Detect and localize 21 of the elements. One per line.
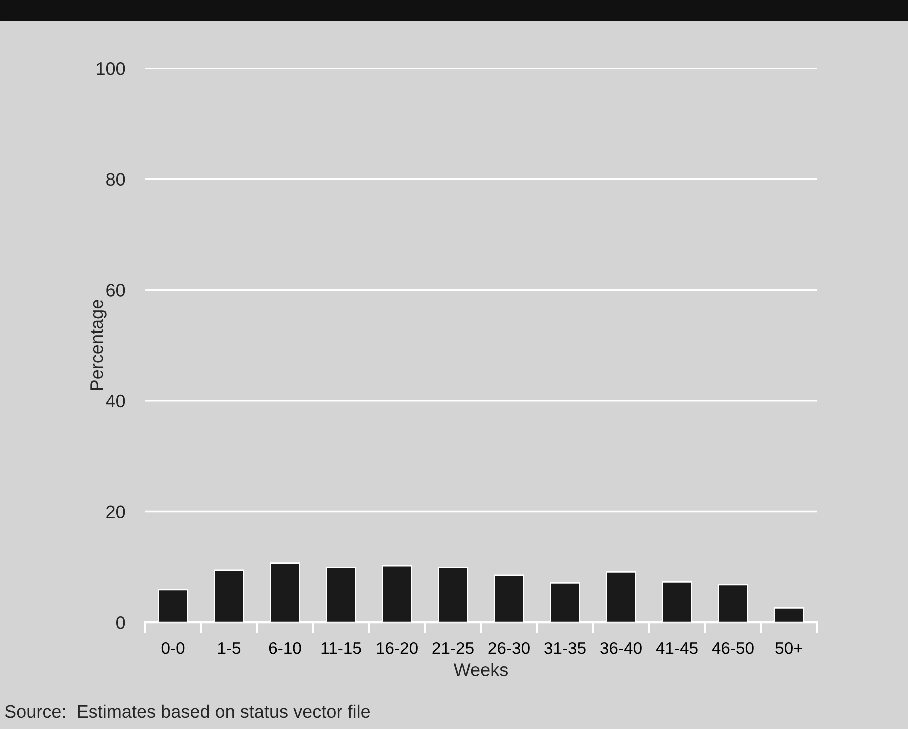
x-tick-label: 36-40 bbox=[600, 642, 642, 654]
y-axis-title: Percentage bbox=[90, 300, 107, 390]
x-tick-label: 21-25 bbox=[432, 642, 474, 654]
y-tick-label: 0 bbox=[116, 616, 126, 630]
x-tick-label: 0-0 bbox=[162, 642, 185, 654]
x-tick-label: 50+ bbox=[776, 642, 803, 654]
y-tick-label: 100 bbox=[97, 62, 126, 76]
x-tick-label: 31-35 bbox=[544, 642, 586, 654]
x-tick-label: 41-45 bbox=[656, 642, 698, 654]
x-tick-label: 11-15 bbox=[322, 642, 362, 654]
y-tick-label: 80 bbox=[106, 173, 126, 186]
y-tick-label: 60 bbox=[106, 284, 126, 297]
x-tick-label: 46-50 bbox=[712, 642, 754, 654]
source-note: Source: Estimates based on status vector file bbox=[5, 704, 370, 718]
x-tick-label: 16-20 bbox=[377, 642, 418, 654]
x-tick-label: 26-30 bbox=[488, 642, 530, 654]
y-tick-label: 20 bbox=[106, 506, 126, 518]
x-axis-title: Weeks bbox=[454, 663, 508, 676]
y-tick-label: 40 bbox=[106, 394, 126, 408]
x-tick-label: 1-5 bbox=[218, 642, 241, 654]
x-tick-label: 6-10 bbox=[269, 642, 302, 654]
